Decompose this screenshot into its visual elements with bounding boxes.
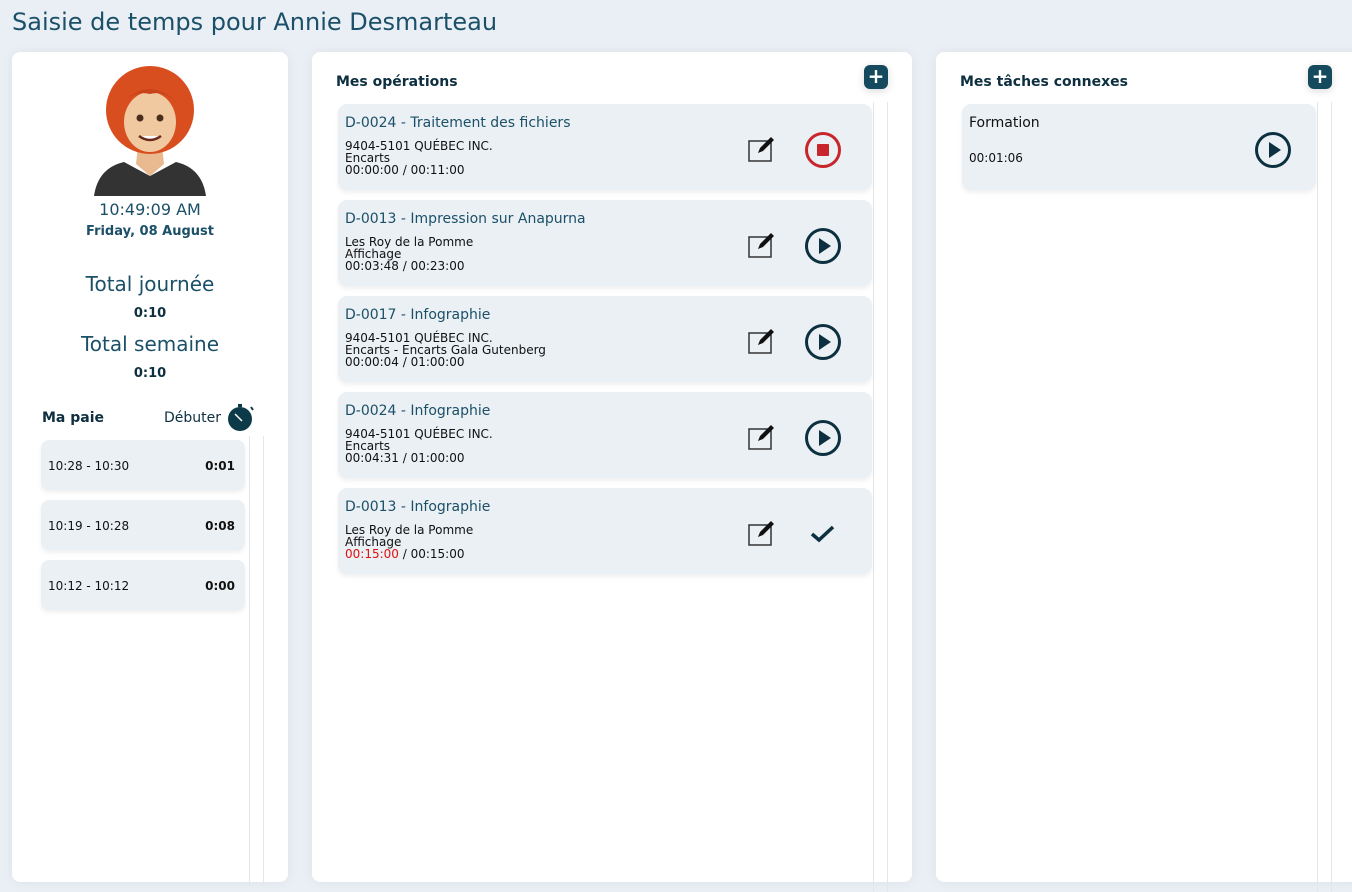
pay-duration: 0:00 [205,579,235,593]
operation-card[interactable]: D-0024 - Infographie 9404-5101 QUÉBEC IN… [338,392,872,478]
pay-range: 10:12 - 10:12 [48,579,130,593]
pay-entry[interactable]: 10:19 - 10:28 0:08 [41,500,245,550]
tasks-scrollbar[interactable] [1317,102,1332,892]
current-date: Friday, 08 August [86,224,214,239]
operation-planned: 00:15:00 [410,547,465,561]
edit-icon[interactable] [748,136,776,166]
play-icon [804,324,842,365]
stop-icon [804,132,842,173]
operation-planned: 01:00:00 [410,355,465,369]
pay-entry[interactable]: 10:28 - 10:30 0:01 [41,440,245,490]
operation-client: 9404-5101 QUÉBEC INC. [345,427,493,441]
tasks-title: Mes tâches connexes [960,74,1128,90]
pay-scrollbar[interactable] [249,436,264,886]
operation-title: D-0024 - Traitement des fichiers [345,115,571,131]
operation-title: D-0024 - Infographie [345,403,491,419]
done-indicator [804,515,842,557]
page-title: Saisie de temps pour Annie Desmarteau [12,8,498,36]
edit-icon[interactable] [748,232,776,262]
operation-planned: 00:11:00 [410,163,465,177]
task-elapsed: 00:01:06 [969,151,1023,165]
pay-title: Ma paie [42,410,105,426]
operation-card[interactable]: D-0017 - Infographie 9404-5101 QUÉBEC IN… [338,296,872,382]
check-icon [804,525,842,557]
tasks-panel: Mes tâches connexes + Formation 00:01:06 [936,52,1352,892]
operation-title: D-0013 - Impression sur Anapurna [345,211,586,227]
pay-duration: 0:08 [205,519,235,533]
operation-title: D-0017 - Infographie [345,307,491,323]
operation-client: Les Roy de la Pomme [345,523,474,537]
pay-entry[interactable]: 10:12 - 10:12 0:00 [41,560,245,610]
operation-planned: 01:00:00 [410,451,465,465]
avatar [94,66,206,196]
operation-title: D-0013 - Infographie [345,499,491,515]
pay-duration: 0:01 [205,459,235,473]
play-icon [804,228,842,269]
operation-product: Encarts [345,439,391,453]
operation-card[interactable]: D-0024 - Traitement des fichiers 9404-51… [338,104,872,190]
total-week-label: Total semaine [80,332,220,356]
play-button[interactable] [804,419,842,461]
total-week-value: 0:10 [133,366,167,381]
current-time: 10:49:09 AM [99,200,201,219]
edit-icon[interactable] [748,520,776,550]
operation-card[interactable]: D-0013 - Impression sur Anapurna Les Roy… [338,200,872,286]
profile-panel: 10:49:09 AM Friday, 08 August Total jour… [12,52,288,886]
operations-scrollbar[interactable] [873,102,888,892]
pay-range: 10:19 - 10:28 [48,519,130,533]
operation-product: Affichage [345,247,402,261]
operation-card[interactable]: D-0013 - Infographie Les Roy de la Pomme… [338,488,872,574]
play-button[interactable] [1254,131,1292,173]
play-button[interactable] [804,227,842,269]
operation-client: 9404-5101 QUÉBEC INC. [345,331,493,345]
operation-product: Affichage [345,535,402,549]
add-task-button[interactable]: + [1308,65,1332,89]
pay-range: 10:28 - 10:30 [48,459,130,473]
stopwatch-icon [228,404,254,431]
operation-elapsed: 00:03:48 [345,259,399,273]
operation-product: Encarts [345,151,391,165]
operations-panel: Mes opérations + D-0024 - Traitement des… [312,52,912,892]
edit-icon[interactable] [748,328,776,358]
edit-icon[interactable] [748,424,776,454]
operation-product: Encarts - Encarts Gala Gutenberg [345,343,546,357]
task-title: Formation [969,115,1040,131]
play-button[interactable] [804,323,842,365]
operation-elapsed: 00:04:31 [345,451,399,465]
start-label: Débuter [164,410,222,426]
operations-title: Mes opérations [336,74,458,90]
operation-client: Les Roy de la Pomme [345,235,474,249]
operation-client: 9404-5101 QUÉBEC INC. [345,139,493,153]
operation-planned: 00:23:00 [410,259,465,273]
operation-elapsed: 00:15:00 [345,547,399,561]
task-card[interactable]: Formation 00:01:06 [962,104,1316,190]
total-day-value: 0:10 [133,306,167,321]
add-operation-button[interactable]: + [864,65,888,89]
play-icon [1254,132,1292,173]
stop-button[interactable] [804,131,842,173]
start-pay-button[interactable]: Débuter [164,404,255,432]
operation-elapsed: 00:00:00 [345,163,399,177]
total-day-label: Total journée [85,272,215,296]
operation-elapsed: 00:00:04 [345,355,399,369]
play-icon [804,420,842,461]
